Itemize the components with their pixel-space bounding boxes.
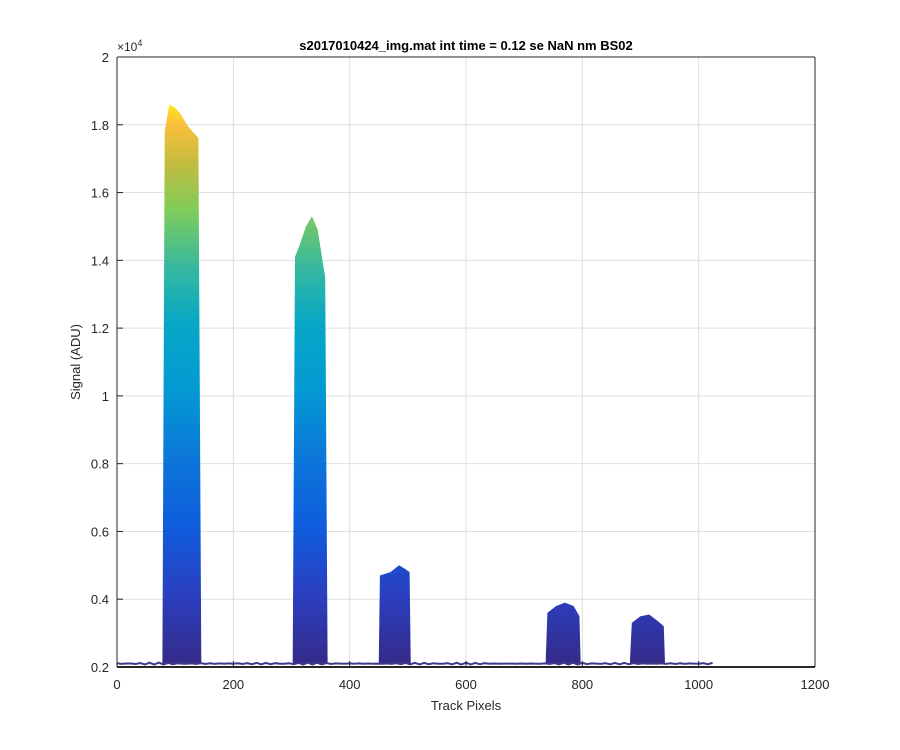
y-ticks: 0.2 0.4 0.6 0.8 1 1.2 1.4 1.6 1.8 2 [91, 50, 123, 675]
x-tick-label: 200 [222, 677, 244, 692]
peak-5 [630, 614, 665, 664]
peak-1 [162, 104, 202, 664]
x-tick-label: 1000 [684, 677, 713, 692]
y-tick-label: 0.8 [91, 457, 109, 472]
x-tick-label: 600 [455, 677, 477, 692]
y-tick-label: 1.8 [91, 118, 109, 133]
baseline-series [116, 661, 713, 666]
y-tick-label: 1.4 [91, 253, 109, 268]
peak-3 [378, 565, 411, 664]
x-tick-label: 400 [339, 677, 361, 692]
x-tick-label: 800 [571, 677, 593, 692]
peak-2 [292, 216, 328, 664]
x-tick-label: 1200 [801, 677, 830, 692]
y-exponent-label: ×104 [117, 38, 142, 54]
y-tick-label: 2 [102, 50, 109, 65]
y-tick-label: 1.2 [91, 321, 109, 336]
x-axis-label: Track Pixels [431, 698, 502, 713]
peak-4 [545, 602, 581, 664]
y-tick-label: 0.2 [91, 660, 109, 675]
x-tick-label: 0 [113, 677, 120, 692]
y-tick-label: 1.6 [91, 186, 109, 201]
y-axis-label: Signal (ADU) [68, 324, 83, 400]
x-ticks: 0 200 400 600 800 1000 1200 [113, 661, 829, 692]
peaks [162, 104, 665, 664]
y-tick-label: 1 [102, 389, 109, 404]
y-tick-label: 0.4 [91, 592, 109, 607]
y-tick-label: 0.6 [91, 524, 109, 539]
chart-title: s2017010424_img.mat int time = 0.12 se N… [299, 38, 633, 53]
